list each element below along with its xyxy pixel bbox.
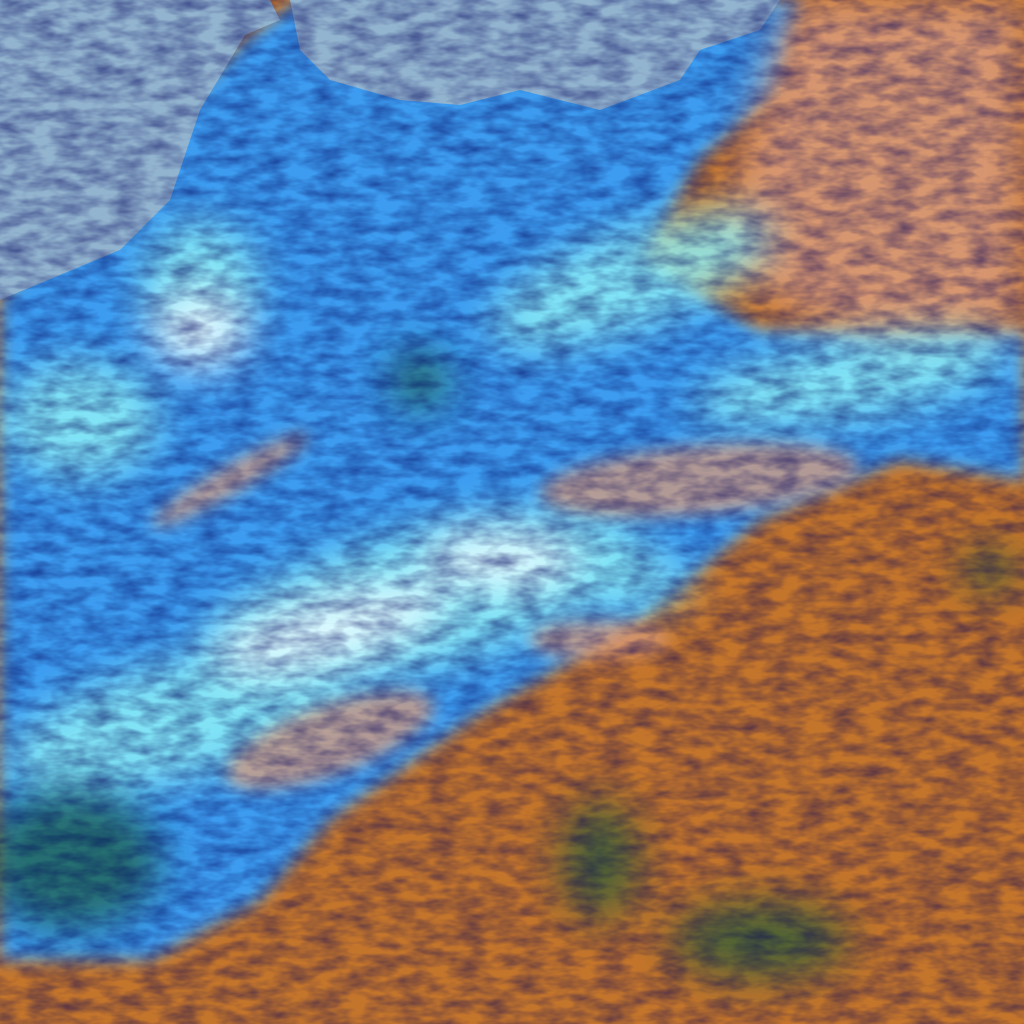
false-color-satellite-scene [0, 0, 1024, 1024]
satellite-image [0, 0, 1024, 1024]
surface-texture [0, 0, 1024, 1024]
